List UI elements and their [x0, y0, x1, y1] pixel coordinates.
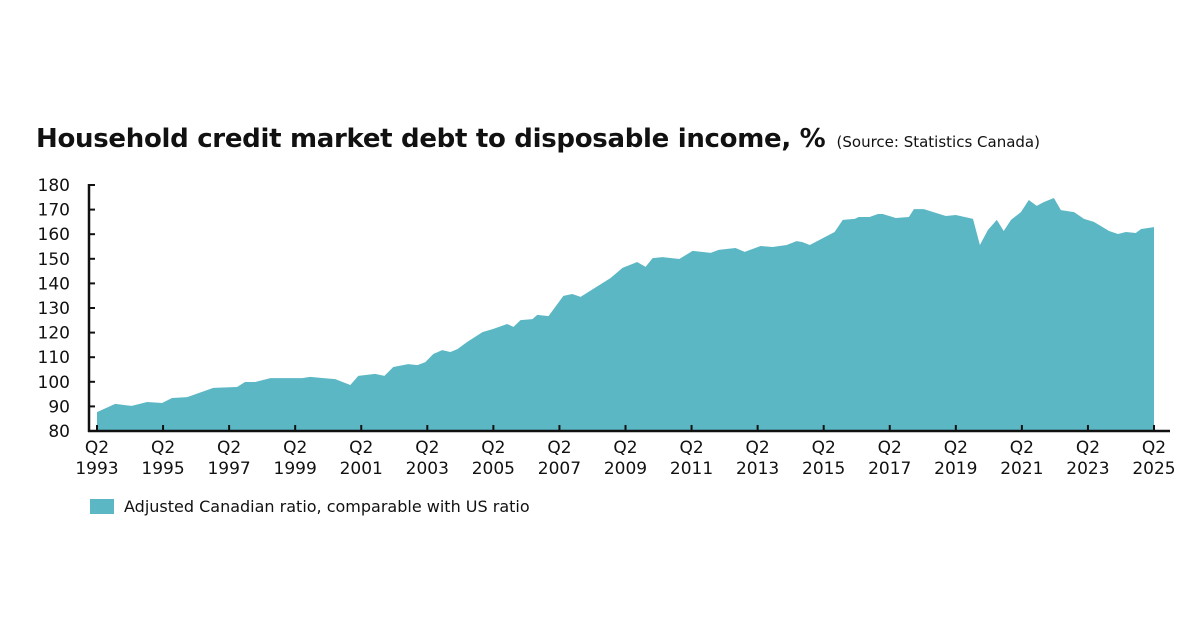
legend-label: Adjusted Canadian ratio, comparable with…: [124, 497, 530, 516]
y-tick-label: 160: [38, 225, 70, 245]
x-tick-label-year: 2011: [670, 459, 713, 479]
legend-swatch: [90, 499, 114, 514]
x-tick-label-quarter: Q2: [283, 438, 307, 458]
x-tick-label-year: 2015: [802, 459, 845, 479]
x-tick-label-year: 2001: [340, 459, 383, 479]
x-tick-label-quarter: Q2: [1142, 438, 1166, 458]
x-tick-label-year: 2017: [868, 459, 911, 479]
y-tick-label: 120: [38, 324, 70, 344]
x-tick-label-quarter: Q2: [85, 438, 109, 458]
y-tick-label: 150: [38, 250, 70, 270]
x-tick-label-quarter: Q2: [481, 438, 505, 458]
x-tick-label-year: 2013: [736, 459, 779, 479]
x-tick-label-year: 1997: [207, 459, 250, 479]
x-tick-label-quarter: Q2: [217, 438, 241, 458]
x-tick-label-quarter: Q2: [944, 438, 968, 458]
legend: Adjusted Canadian ratio, comparable with…: [90, 497, 530, 516]
x-tick-label-quarter: Q2: [415, 438, 439, 458]
x-tick-label-year: 1999: [274, 459, 317, 479]
x-tick-label-year: 1995: [141, 459, 184, 479]
x-tick-label-quarter: Q2: [547, 438, 571, 458]
x-tick-label-quarter: Q2: [746, 438, 770, 458]
chart-source: (Source: Statistics Canada): [836, 133, 1040, 151]
x-tick-label-quarter: Q2: [349, 438, 373, 458]
x-tick-label-quarter: Q2: [1076, 438, 1100, 458]
chart-title: Household credit market debt to disposab…: [36, 124, 826, 154]
x-tick-label-quarter: Q2: [1010, 438, 1034, 458]
y-tick-label: 130: [38, 299, 70, 319]
x-tick-label-quarter: Q2: [878, 438, 902, 458]
x-tick-label-quarter: Q2: [679, 438, 703, 458]
x-tick-label-quarter: Q2: [151, 438, 175, 458]
y-tick-label: 180: [38, 176, 70, 196]
area-series-adjusted-canadian-ratio: [97, 198, 1154, 431]
y-tick-label: 100: [38, 373, 70, 393]
y-tick-label: 80: [48, 422, 70, 442]
x-tick-label-year: 2009: [604, 459, 647, 479]
x-tick-label-year: 1993: [75, 459, 118, 479]
x-tick-label-year: 2003: [406, 459, 449, 479]
y-tick-label: 90: [48, 397, 70, 417]
x-tick-label-year: 2021: [1000, 459, 1043, 479]
x-tick-label-year: 2005: [472, 459, 515, 479]
x-tick-label-year: 2019: [934, 459, 977, 479]
x-tick-label-year: 2025: [1132, 459, 1175, 479]
y-tick-label: 140: [38, 274, 70, 294]
x-tick-label-quarter: Q2: [812, 438, 836, 458]
chart-title-block: Household credit market debt to disposab…: [36, 124, 1040, 154]
x-tick-label-quarter: Q2: [613, 438, 637, 458]
y-tick-label: 110: [38, 348, 70, 368]
x-tick-label-year: 2023: [1066, 459, 1109, 479]
y-tick-label: 170: [38, 201, 70, 221]
x-tick-label-year: 2007: [538, 459, 581, 479]
